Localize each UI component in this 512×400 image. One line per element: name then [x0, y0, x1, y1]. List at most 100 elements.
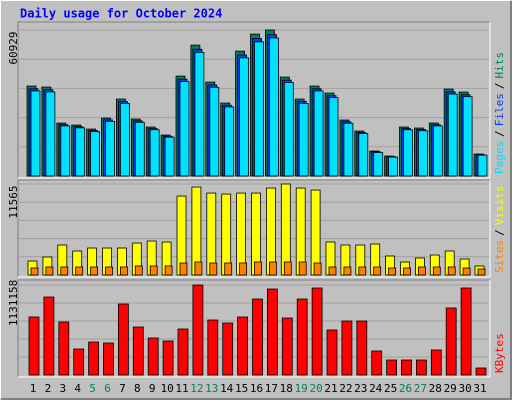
y-tick-label: 11565 [7, 185, 20, 218]
bar [222, 322, 234, 376]
legend-label: Sites [493, 240, 506, 273]
bar [179, 81, 190, 177]
x-tick-label: 4 [74, 382, 81, 395]
bar [45, 91, 56, 177]
bar [73, 348, 85, 376]
legend-separator: / [493, 130, 506, 137]
bar [254, 261, 262, 276]
x-tick-label: 15 [235, 382, 248, 395]
bar [475, 367, 487, 376]
legend-label: Visits [493, 186, 506, 226]
y-tick-label: 1131158 [7, 280, 20, 326]
panel-bevel-dark [17, 279, 490, 377]
bar [268, 37, 279, 177]
bar [224, 262, 233, 276]
bar [430, 349, 442, 376]
bar [373, 152, 384, 177]
bar [45, 266, 54, 276]
x-tick-label: 27 [414, 382, 427, 395]
panel-bevel-light [18, 22, 491, 179]
panel-bevel-dark [17, 21, 490, 178]
bar [356, 320, 368, 376]
panel-bevel-light [18, 180, 491, 278]
x-tick-label: 8 [134, 382, 141, 395]
bar [462, 267, 471, 276]
bar [162, 340, 174, 376]
bar [296, 298, 308, 376]
bar [460, 287, 472, 376]
x-tick-label: 28 [429, 382, 442, 395]
bar [147, 337, 159, 376]
bar [134, 121, 145, 177]
bar [207, 319, 219, 376]
bar [60, 125, 71, 177]
legend-separator: / [493, 229, 506, 236]
chart-title: Daily usage for October 2024 [20, 7, 222, 21]
bar [43, 296, 55, 376]
bar [75, 127, 86, 177]
x-tick-label: 22 [339, 382, 352, 395]
bar [298, 261, 307, 276]
bar [58, 321, 70, 376]
bar [90, 131, 100, 177]
bar [281, 317, 293, 376]
bar [30, 267, 39, 276]
bar [149, 265, 158, 276]
bar [417, 130, 428, 177]
x-tick-label: 13 [205, 382, 218, 395]
x-tick-label: 16 [250, 382, 263, 395]
x-tick-label: 21 [324, 382, 337, 395]
bar [224, 106, 235, 177]
x-tick-label: 10 [160, 382, 173, 395]
bar [192, 284, 204, 376]
bar [30, 90, 41, 177]
bar [388, 267, 397, 276]
bar [432, 266, 441, 276]
bar [313, 262, 322, 276]
bar [310, 189, 321, 276]
bar [326, 329, 338, 376]
legend-label: KBytes [493, 333, 506, 373]
bar [194, 51, 205, 177]
bar [90, 266, 98, 276]
bar [477, 154, 488, 177]
x-tick-label: 19 [295, 382, 308, 395]
bar [103, 342, 114, 376]
panel-bevel-light [18, 280, 491, 378]
legend-label: Pages [493, 141, 506, 174]
bar [194, 261, 203, 276]
bar [164, 265, 173, 276]
bar [328, 97, 339, 177]
x-tick-label: 6 [104, 382, 111, 395]
bar [432, 125, 443, 177]
legend-label: Files [493, 93, 506, 126]
bar [88, 341, 99, 376]
bar [328, 266, 337, 276]
x-tick-label: 5 [89, 382, 96, 395]
bar [462, 96, 473, 177]
y-tick-label: 60929 [7, 31, 20, 64]
x-tick-label: 1 [30, 382, 37, 395]
legend-separator: / [493, 83, 506, 90]
bar [280, 183, 291, 276]
bar [60, 266, 69, 276]
x-tick-label: 7 [119, 382, 126, 395]
legend-label: Hits [493, 52, 506, 79]
bar [477, 268, 486, 276]
bar [28, 316, 40, 376]
x-tick-label: 3 [59, 382, 66, 395]
bar [268, 261, 277, 276]
x-tick-label: 14 [220, 382, 234, 395]
bar [358, 133, 369, 177]
bar [445, 307, 457, 376]
bar [177, 328, 189, 376]
bar [120, 266, 128, 276]
bar [388, 156, 399, 177]
x-tick-label: 2 [45, 382, 52, 395]
bar [343, 266, 352, 276]
bar [403, 267, 411, 276]
x-tick-label: 11 [175, 382, 188, 395]
x-tick-label: 17 [265, 382, 278, 395]
